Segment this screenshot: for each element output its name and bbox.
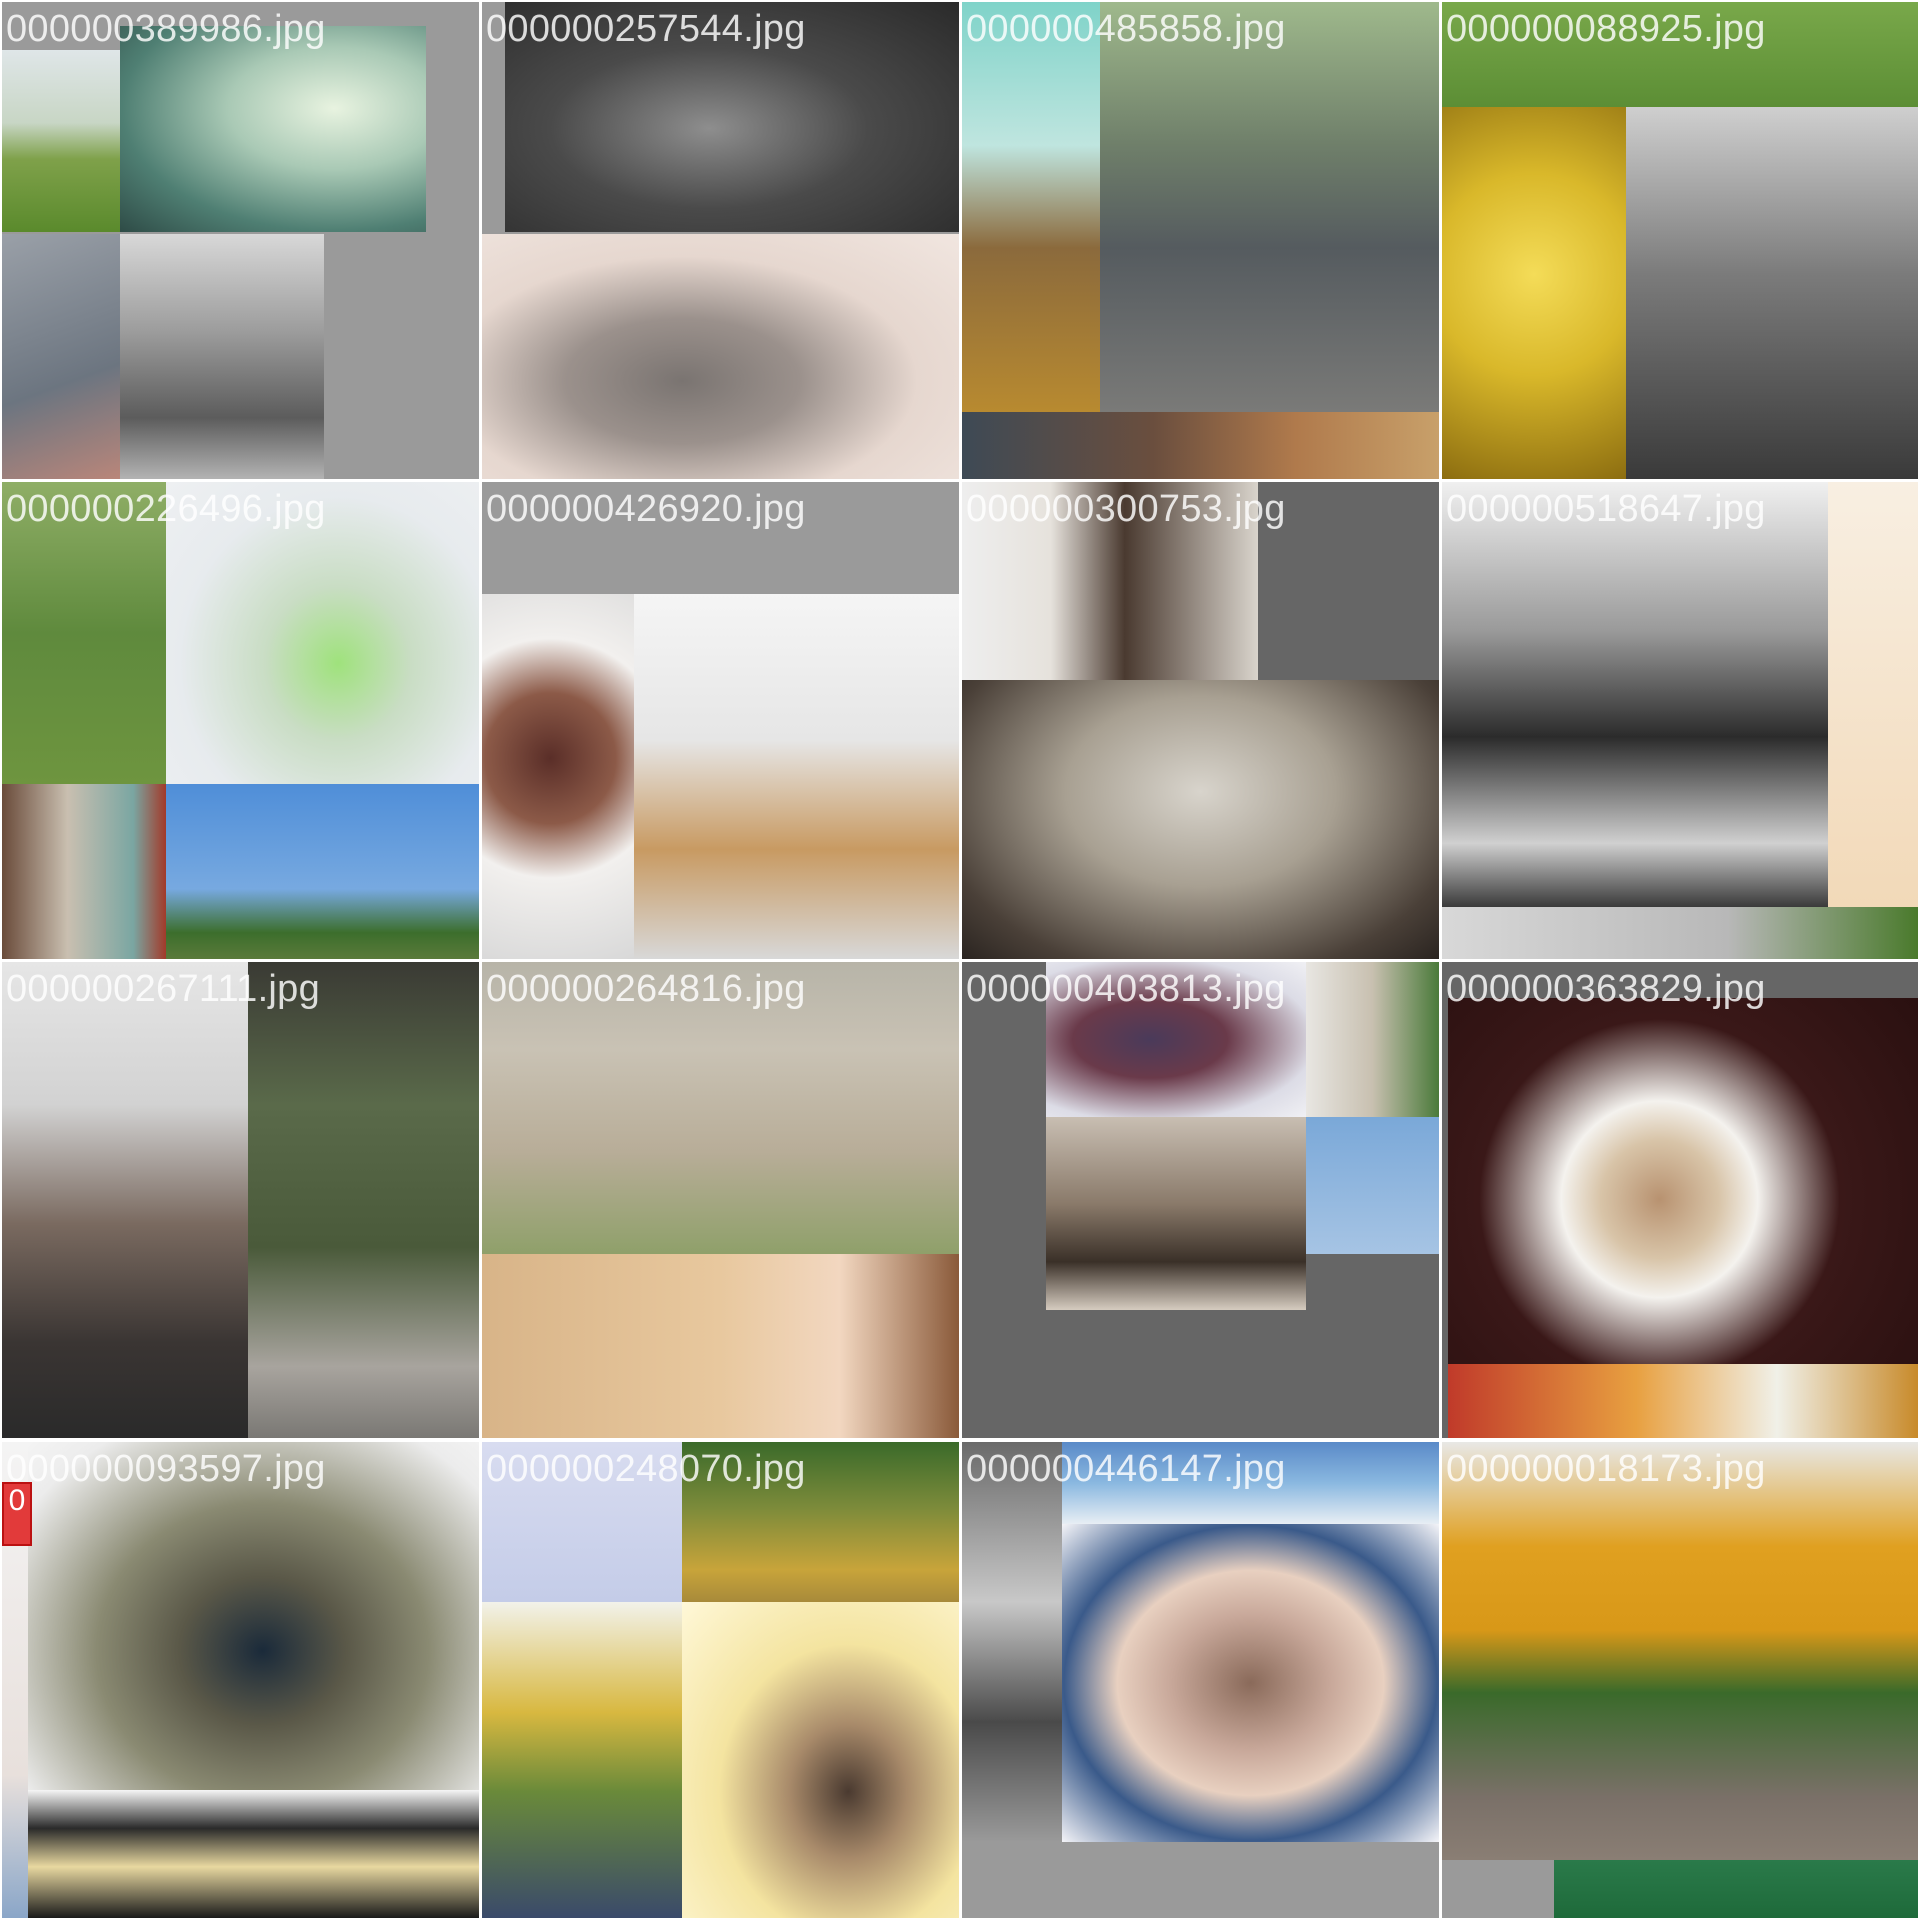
tile-filename: 000000248070.jpg — [486, 1448, 806, 1490]
tile-filename: 000000485858.jpg — [966, 8, 1286, 50]
tile-filename: 000000363829.jpg — [1446, 968, 1766, 1010]
photo-giraffe-enclosure — [482, 962, 959, 1254]
thumbnail-tile[interactable]: 000000389986.jpg — [2, 2, 479, 479]
photo-toilet-base — [505, 2, 959, 232]
tile-filename: 000000018173.jpg — [1446, 1448, 1766, 1490]
photo-container-yard — [2, 962, 248, 1438]
photo-bathroom-vanity — [962, 482, 1258, 680]
photo-cluttered-desk — [634, 594, 959, 959]
tile-filename: 000000518647.jpg — [1446, 488, 1766, 530]
tile-filename: 000000264816.jpg — [486, 968, 806, 1010]
photo-street-luggage — [120, 234, 324, 479]
photo-surfer-wave — [120, 26, 426, 232]
thumbnail-tile[interactable]: 000000257544.jpg — [482, 2, 959, 479]
tile-filename: 000000088925.jpg — [1446, 8, 1766, 50]
photo-sausage-plate — [482, 594, 634, 959]
tile-filename: 000000300753.jpg — [966, 488, 1286, 530]
photo-storefront — [962, 412, 1439, 479]
tile-filename: 000000446147.jpg — [966, 1448, 1286, 1490]
tile-filename: 000000226496.jpg — [6, 488, 326, 530]
photo-floral-bag — [1046, 962, 1306, 1117]
thumbnail-tile[interactable]: 0 000000093597.jpg — [2, 1442, 479, 1918]
photo-laptop-screen — [28, 1790, 479, 1918]
thumbnail-tile[interactable]: 000000248070.jpg — [482, 1442, 959, 1918]
photo-tennis-court — [1062, 1442, 1439, 1524]
photo-vase-flowers — [28, 1442, 479, 1790]
photo-hardware-store-bw — [1626, 107, 1918, 479]
photo-skateboarders — [962, 1442, 1062, 1842]
photo-grass-field — [1442, 2, 1918, 107]
photo-tennis-racket — [2, 234, 120, 479]
tile-filename: 000000093597.jpg — [6, 1448, 326, 1490]
marker-badge: 0 — [2, 1482, 32, 1546]
photo-lawn-child — [248, 962, 479, 1438]
photo-bookshelf — [2, 784, 166, 959]
tile-filename: 000000403813.jpg — [966, 968, 1286, 1010]
thumbnail-tile[interactable]: 000000226496.jpg — [2, 482, 479, 959]
thumbnail-tile[interactable]: 000000267111.jpg — [2, 962, 479, 1438]
photo-surfers-bw — [1442, 482, 1828, 907]
photo-kitchen-guitar — [1046, 1117, 1306, 1310]
photo-school-bus — [1442, 1442, 1918, 1860]
thumbnail-tile[interactable]: 000000518647.jpg — [1442, 482, 1918, 959]
photo-soccer-field — [2, 482, 166, 784]
thumbnail-tile[interactable]: 000000018173.jpg — [1442, 1442, 1918, 1918]
photo-elephant-grass — [682, 1442, 959, 1602]
photo-child-door — [482, 1254, 959, 1438]
photo-pizza-plate — [1062, 1524, 1439, 1842]
thumbnail-tile[interactable]: 000000300753.jpg — [962, 482, 1439, 959]
photo-cappuccino-cup — [1448, 998, 1918, 1364]
thumbnail-tile[interactable]: 000000264816.jpg — [482, 962, 959, 1438]
thumbnail-tile[interactable]: 000000088925.jpg — [1442, 2, 1918, 479]
photo-yellow-tufted-chair — [1442, 107, 1626, 479]
photo-motorcycle-rider — [1100, 2, 1439, 412]
photo-hand-grass — [1306, 962, 1439, 1117]
photo-airplane-sky — [1306, 1117, 1439, 1254]
photo-blue-sky-tree — [166, 784, 479, 959]
photo-frisbee-park — [2, 50, 120, 232]
photo-cat-toilet — [482, 234, 959, 479]
photo-autumn-street — [482, 1602, 682, 1918]
photo-green-sign — [1554, 1860, 1918, 1918]
photo-dinner-plate — [1448, 1364, 1918, 1438]
photo-sky-wires — [1442, 907, 1918, 959]
photo-pale-wall — [482, 1442, 682, 1602]
thumbnail-tile[interactable]: 000000403813.jpg — [962, 962, 1439, 1438]
photo-ornate-hall — [962, 680, 1439, 959]
photo-sky-building — [962, 2, 1100, 412]
thumbnail-tile[interactable]: 000000485858.jpg — [962, 2, 1439, 479]
photo-toothbrush-cup — [166, 482, 479, 784]
photo-siamese-cat — [682, 1602, 959, 1918]
thumbnail-tile[interactable]: 000000363829.jpg — [1442, 962, 1918, 1438]
photo-peach-texture — [1828, 482, 1918, 907]
tile-filename: 000000257544.jpg — [486, 8, 806, 50]
tile-filename: 000000267111.jpg — [6, 968, 321, 1010]
thumbnail-tile[interactable]: 000000446147.jpg — [962, 1442, 1439, 1918]
tile-filename: 000000389986.jpg — [6, 8, 326, 50]
tile-filename: 000000426920.jpg — [486, 488, 806, 530]
thumbnail-tile[interactable]: 000000426920.jpg — [482, 482, 959, 959]
